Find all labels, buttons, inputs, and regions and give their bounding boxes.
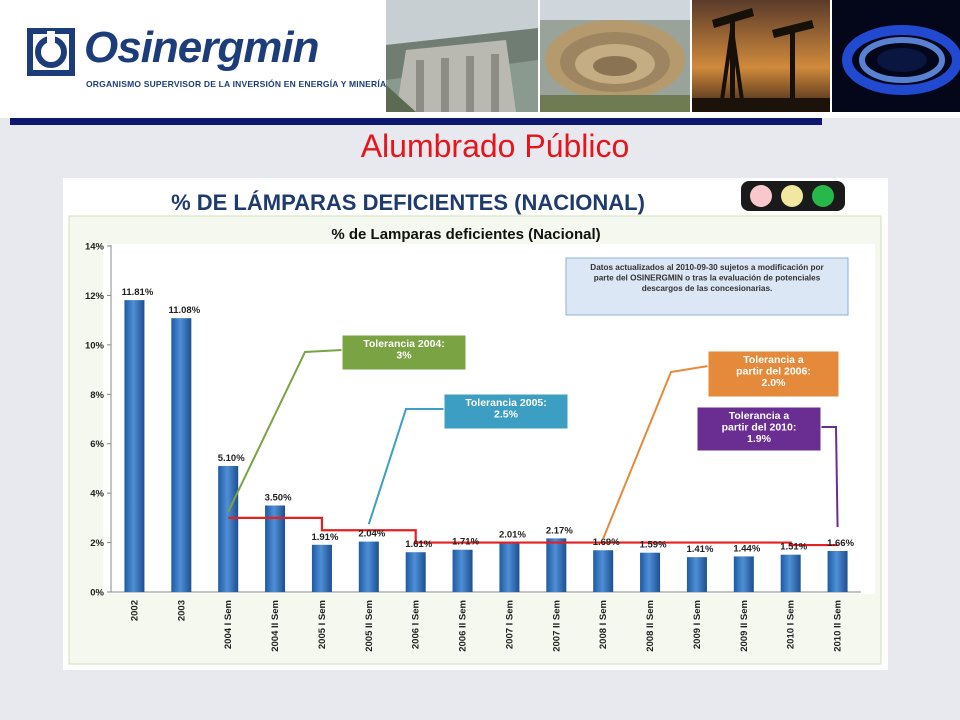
logo-name: Osinergmin [84, 23, 319, 72]
x-tick-label: 2004 II Sem [270, 600, 281, 652]
x-tick-label: 2008 II Sem [645, 600, 656, 652]
bar [171, 318, 192, 592]
data-label: 1.61% [405, 539, 432, 550]
callout-leader [602, 365, 709, 539]
photo-mine [540, 0, 690, 112]
data-label: 1.66% [827, 538, 854, 549]
x-tick-label: 2010 II Sem [833, 600, 844, 652]
data-label: 1.69% [593, 537, 620, 548]
callout-text: Tolerancia 2004: 3% [363, 338, 445, 362]
tolerance-callout: Tolerancia a partir del 2006: 2.0% [602, 350, 840, 539]
bar-group [124, 300, 848, 592]
data-label: 1.91% [311, 532, 338, 543]
osinergmin-logo-icon [27, 28, 75, 76]
note-box: Datos actualizados al 2010-09-30 sujetos… [565, 257, 849, 316]
chart-title: % de Lamparas deficientes (Nacional) [331, 226, 600, 243]
bar [686, 557, 707, 592]
callout-text: Tolerancia 2005: 2.5% [465, 397, 547, 421]
tolerance-line-group [228, 516, 838, 547]
traffic-light-icon [741, 181, 845, 211]
chart-panel: % DE LÁMPARAS DEFICIENTES (NACIONAL) % d… [63, 178, 888, 670]
y-tick-label: 12% [85, 291, 105, 302]
header: Osinergmin ORGANISMO SUPERVISOR DE LA IN… [0, 0, 960, 118]
data-label: 5.10% [218, 453, 245, 464]
y-tick-label: 2% [90, 538, 104, 549]
slide-title: Alumbrado Público [360, 128, 630, 164]
y-tick-label: 6% [90, 439, 104, 450]
data-label: 1.59% [640, 540, 667, 551]
x-tick-label: 2006 I Sem [411, 600, 422, 649]
data-label: 1.51% [780, 542, 807, 553]
x-tick-label: 2002 [129, 600, 140, 621]
bar [218, 465, 239, 592]
y-tick-label: 0% [90, 588, 104, 599]
x-tick-label: 2003 [176, 600, 187, 621]
data-label: 3.50% [265, 493, 292, 504]
x-tick-label: 2010 I Sem [786, 600, 797, 649]
data-label-group: 11.81% 11.08% 5.10% 3.50% 1.91% 2.04% 1.61% 1.7… [122, 287, 855, 555]
logo-subtitle: ORGANISMO SUPERVISOR DE LA INVERSIÓN EN … [86, 79, 387, 89]
bar [546, 538, 567, 592]
x-tick-label: 2007 I Sem [504, 600, 515, 649]
tolerance-callout: Tolerancia 2005: 2.5% [367, 393, 569, 525]
y-tick-label: 10% [85, 340, 105, 351]
tolerance-line [228, 516, 838, 547]
callout-leader [227, 349, 343, 513]
tolerance-callout: Tolerancia a partir del 2010: 1.9% [696, 406, 839, 528]
bar [499, 542, 520, 592]
bar [405, 552, 426, 592]
photo-oil-pumps [692, 0, 830, 112]
photo-gas-flame [832, 0, 960, 112]
chart: % DE LÁMPARAS DEFICIENTES (NACIONAL) % d… [68, 181, 882, 665]
callout-text: Tolerancia a partir del 2010: 1.9% [722, 410, 797, 445]
x-tick-label: 2004 I Sem [223, 600, 234, 649]
bar [452, 549, 473, 592]
callout-box [707, 350, 840, 398]
y-tick-label: 14% [85, 242, 105, 253]
bar [358, 541, 379, 592]
callout-box [443, 393, 569, 430]
x-tick-label: 2007 II Sem [551, 600, 562, 652]
bar [827, 550, 848, 592]
callout-leader [367, 408, 444, 525]
y-tick-label: 8% [90, 390, 104, 401]
x-tick-label: 2009 II Sem [739, 600, 750, 652]
y-tick-label: 4% [90, 489, 104, 500]
callout-box [341, 334, 467, 371]
bar [311, 544, 332, 592]
callout-box [696, 406, 822, 452]
callout-leader [821, 426, 839, 528]
bar [640, 552, 661, 592]
bar [265, 505, 286, 592]
callout-text: Tolerancia a partir del 2006: 2.0% [736, 354, 811, 389]
bar [780, 554, 801, 592]
y-tick-group: 0% 2% 4% 6% 8% 10% 12% 14% [85, 242, 111, 599]
data-label: 1.44% [733, 543, 760, 554]
note-text: Datos actualizados al 2010-09-30 sujetos… [590, 263, 824, 293]
data-label: 2.04% [358, 529, 385, 540]
callout-group: Tolerancia 2004: 3% Tolerancia 2005: 2.5% To… [227, 334, 840, 539]
data-label: 2.17% [546, 525, 573, 536]
x-tick-group: 2002 2003 2004 I Sem 2004 II Sem 2005 I Sem 2… [129, 600, 843, 652]
photo-dam [386, 0, 538, 112]
bar [124, 300, 145, 592]
data-label: 2.01% [499, 529, 526, 540]
data-label: 1.71% [452, 537, 479, 548]
x-tick-label: 2006 II Sem [458, 600, 469, 652]
data-label: 11.81% [122, 287, 154, 298]
x-tick-label: 2009 I Sem [692, 600, 703, 649]
data-label: 1.41% [686, 544, 713, 555]
banner-title: % DE LÁMPARAS DEFICIENTES (NACIONAL) [171, 190, 645, 215]
bar [593, 550, 614, 592]
x-tick-label: 2005 II Sem [364, 600, 375, 652]
tolerance-callout: Tolerancia 2004: 3% [227, 334, 467, 513]
x-tick-label: 2005 I Sem [317, 600, 328, 649]
bar [733, 556, 754, 592]
header-rule [10, 118, 822, 125]
x-tick-label: 2008 I Sem [598, 600, 609, 649]
data-label: 11.08% [168, 305, 200, 316]
